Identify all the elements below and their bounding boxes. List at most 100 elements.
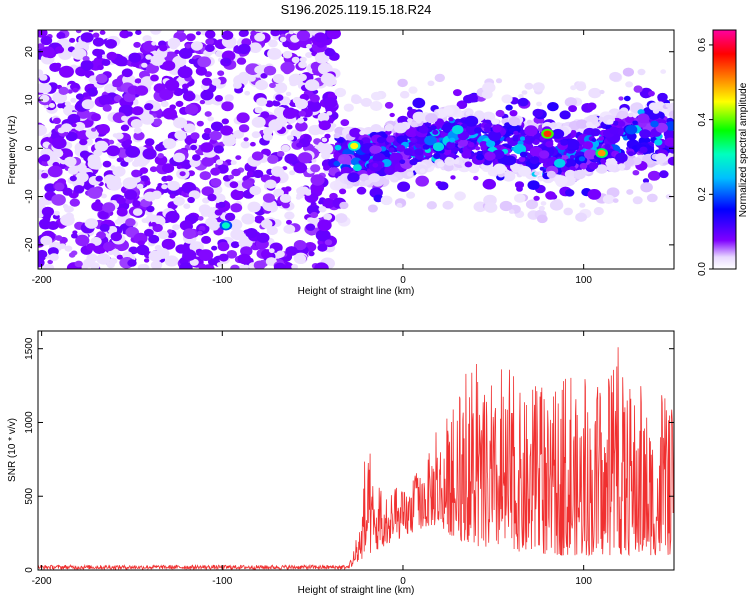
heatmap-cell-2628 bbox=[416, 119, 422, 124]
heatmap-cell-2606 bbox=[488, 130, 502, 142]
heatmap-cell-1232 bbox=[179, 220, 193, 231]
heatmap-cell-2637 bbox=[464, 115, 479, 127]
heatmap-cell-686 bbox=[120, 124, 130, 132]
heatmap-cell-2521 bbox=[422, 144, 430, 150]
heatmap-cell-1242 bbox=[106, 145, 120, 157]
heatmap-cell-1116 bbox=[144, 180, 151, 186]
heatmap-cell-747 bbox=[149, 166, 158, 173]
heatmap-cell-1044 bbox=[210, 167, 221, 176]
heatmap-cell-1184 bbox=[51, 137, 67, 150]
heatmap-cell-644 bbox=[111, 248, 120, 255]
heatmap-cell-1180 bbox=[51, 194, 66, 206]
heatmap-cell-1999 bbox=[437, 181, 449, 191]
colorbar-tick-label-0: 0.0 bbox=[697, 262, 708, 276]
heatmap-cell-828 bbox=[150, 74, 159, 82]
heatmap-cell-1131 bbox=[254, 32, 266, 42]
heatmap-cell-1032 bbox=[318, 206, 327, 213]
heatmap-cell-2659 bbox=[622, 67, 635, 77]
heatmap-cell-405 bbox=[230, 241, 240, 249]
heatmap-cell-1048 bbox=[102, 202, 116, 213]
heatmap-cell-286 bbox=[201, 132, 212, 141]
heatmap-cell-2458 bbox=[527, 180, 540, 191]
heatmap-cell-634 bbox=[207, 258, 218, 266]
heatmap-cell-2638 bbox=[476, 153, 484, 161]
heatmap-cell-658 bbox=[157, 153, 164, 159]
heatmap-cell-869 bbox=[195, 31, 201, 36]
heatmap-cell-900 bbox=[245, 228, 258, 238]
heatmap-cell-2436 bbox=[600, 158, 607, 164]
heatmap-cell-629 bbox=[82, 92, 89, 98]
heatmap-cell-1177 bbox=[151, 41, 157, 46]
heatmap-cell-2283 bbox=[488, 114, 494, 119]
colorbar-tick-label-2: 0.4 bbox=[697, 112, 708, 126]
heatmap-cell-2237 bbox=[434, 118, 445, 126]
heatmap-cell-1285 bbox=[143, 191, 157, 202]
heatmap-cell-1112 bbox=[98, 94, 113, 106]
heatmap-cell-750 bbox=[198, 225, 206, 232]
heatmap-ylabel: Frequency (Hz) bbox=[7, 116, 18, 185]
heatmap-cell-2683 bbox=[449, 137, 456, 143]
heatmap-cell-1148 bbox=[176, 30, 185, 34]
heatmap-cell-2074 bbox=[632, 170, 640, 176]
heatmap-cell-1229 bbox=[82, 55, 90, 62]
heatmap-cell-2299 bbox=[627, 112, 634, 118]
heatmap-cell-2705 bbox=[350, 142, 359, 150]
heatmap-cell-1126 bbox=[106, 51, 118, 61]
heatmap-cell-2620 bbox=[376, 136, 385, 144]
heatmap-cell-927 bbox=[185, 33, 196, 42]
heatmap-cell-1153 bbox=[260, 219, 273, 229]
heatmap-cell-2568 bbox=[358, 181, 366, 187]
heatmap-cell-1195 bbox=[267, 154, 279, 164]
heatmap-cell-2625 bbox=[510, 163, 521, 172]
heatmap-cell-1750 bbox=[568, 105, 577, 113]
heatmap-cell-1161 bbox=[73, 185, 85, 194]
heatmap-cell-2616 bbox=[492, 125, 502, 133]
heatmap-cell-454 bbox=[205, 38, 215, 46]
heatmap-cell-1262 bbox=[124, 139, 133, 145]
heatmap-cell-2622 bbox=[550, 122, 557, 128]
heatmap-cell-148 bbox=[285, 91, 292, 97]
heatmap-cell-1250 bbox=[132, 176, 142, 183]
heatmap-cell-1178 bbox=[96, 124, 110, 135]
heatmap-cell-1943 bbox=[587, 102, 597, 111]
heatmap-cell-2478 bbox=[655, 122, 668, 133]
heatmap-cell-1190 bbox=[92, 37, 105, 47]
heatmap-cell-2697 bbox=[397, 181, 411, 192]
heatmap-blobs bbox=[38, 30, 674, 269]
heatmap-cell-378 bbox=[228, 219, 243, 231]
heatmap-cell-442 bbox=[286, 219, 292, 225]
heatmap-cell-1251 bbox=[184, 43, 192, 49]
heatmap-cell-1287 bbox=[40, 46, 55, 58]
heatmap-cell-2664 bbox=[608, 126, 619, 135]
heatmap-cell-1282 bbox=[251, 151, 264, 161]
heatmap-cell-915 bbox=[62, 204, 69, 209]
heatmap-cell-901 bbox=[318, 200, 324, 205]
heatmap-cell-2701 bbox=[543, 130, 552, 137]
heatmap-cell-260 bbox=[75, 30, 82, 34]
heatmap-cell-552 bbox=[38, 43, 45, 50]
colorbar-gradient bbox=[712, 29, 737, 270]
heatmap-cell-2636 bbox=[519, 151, 528, 158]
heatmap-cell-2532 bbox=[650, 120, 659, 128]
heatmap-cell-845 bbox=[317, 112, 330, 122]
heatmap-cell-1286 bbox=[116, 196, 126, 205]
heatmap-cell-1253 bbox=[182, 228, 196, 239]
heatmap-cell-2671 bbox=[437, 161, 445, 168]
heatmap-cell-2694 bbox=[607, 164, 617, 172]
heatmap-cell-2607 bbox=[554, 175, 568, 186]
heatmap-cell-1246 bbox=[198, 249, 214, 261]
heatmap-cell-1109 bbox=[224, 58, 231, 64]
heatmap-cell-1111 bbox=[296, 142, 303, 148]
heatmap-cell-2635 bbox=[396, 144, 406, 152]
heatmap-cell-2560 bbox=[410, 137, 416, 142]
heatmap-cell-2493 bbox=[340, 119, 350, 127]
heatmap-cell-1245 bbox=[165, 210, 180, 223]
heatmap-cell-964 bbox=[260, 73, 268, 79]
heatmap-cell-1094 bbox=[65, 131, 78, 142]
heatmap-cell-1280 bbox=[324, 48, 336, 57]
heatmap-cell-898 bbox=[322, 198, 336, 209]
heatmap-cell-447 bbox=[305, 52, 313, 58]
heatmap-cell-2320 bbox=[335, 213, 348, 224]
heatmap-cell-2383 bbox=[536, 214, 548, 224]
